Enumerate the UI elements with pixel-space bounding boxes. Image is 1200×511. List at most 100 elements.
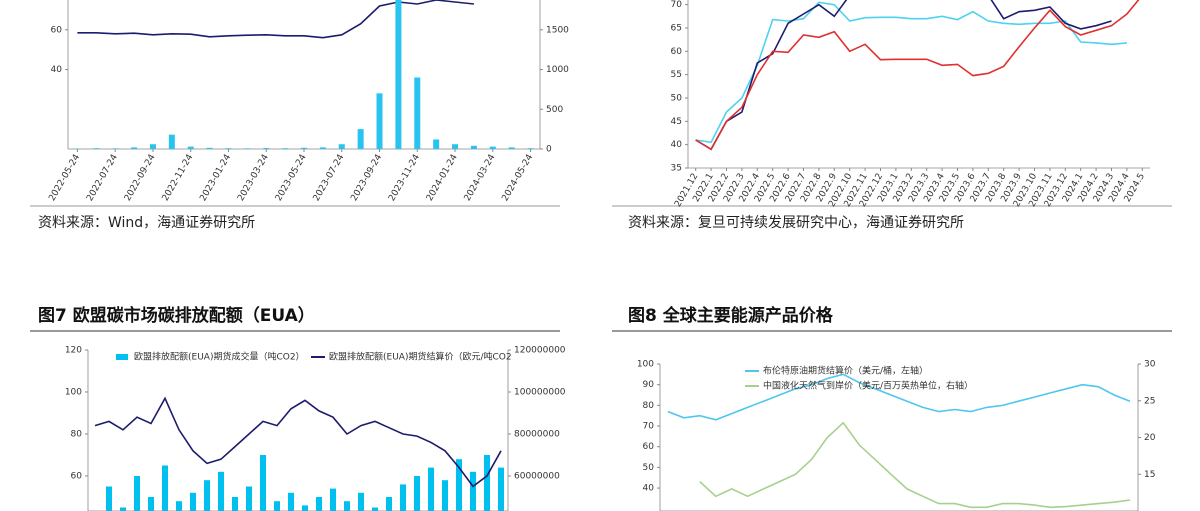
legend-swatch [116,354,128,360]
y-tick-label: 35 [671,164,682,174]
bar [489,146,496,149]
x-tick-label: 2022-05-24 [47,153,82,204]
bar [232,497,238,511]
y2-tick-label: 0 [546,145,552,155]
y2-tick-label: 15 [1144,470,1155,480]
line [667,373,1131,421]
bar [282,148,289,149]
source-note: 资料来源：Wind，海通证券研究所 [38,215,255,231]
bar [484,455,490,511]
bar [134,476,140,511]
bar [498,467,504,511]
y-tick-label: 65 [671,24,682,34]
bar [148,497,154,511]
line [699,421,1131,509]
y-tick-label: 70 [643,422,655,432]
plot [667,373,1131,509]
x-tick-label: 2024-05-24 [501,153,536,204]
x-tick-label: 2023-07-24 [312,153,347,204]
x-tick-label: 2023-03-24 [236,153,271,204]
bar [456,459,462,511]
bar [288,492,294,511]
bar [260,455,266,511]
bar [131,147,138,149]
bar [120,507,126,511]
bar [246,486,252,511]
legend-label: 中国液化天然气到岸价（美元/百万英热单位，右轴） [763,380,973,392]
y-tick-label: 120 [65,346,82,356]
figure-title: 图8 全球主要能源产品价格 [628,305,834,326]
bar [149,144,156,149]
bar [106,486,112,511]
bar [302,505,308,511]
bar [400,484,406,511]
x-tick-label: 2024-03-24 [463,153,498,204]
y2-tick-label: 1000 [546,65,569,75]
y-tick-label: 80 [71,429,83,439]
y2-tick-label: 25 [1144,396,1155,406]
figure-title: 图7 欧盟碳市场碳排放配额（EUA） [38,305,315,326]
x-tick-label: 2023-11-24 [387,153,422,204]
bar [338,144,345,149]
line [695,0,1112,151]
x-tick-label: 2022-09-24 [123,153,158,204]
plot [74,0,534,149]
y-tick-label: 60 [71,471,83,481]
plot [94,396,504,511]
bar [527,148,534,149]
line [695,0,1140,151]
bar [112,148,119,149]
bar [190,492,196,511]
bar [358,492,364,511]
y-tick-label: 60 [643,442,655,452]
bar [414,77,421,149]
plot [695,0,1140,151]
bar [93,148,100,149]
bar [319,147,326,149]
x-tick-label: 2023-05-24 [274,153,309,204]
bar [168,134,175,149]
y-tick-label: 80 [643,401,655,411]
x-tick-label: 2023-09-24 [349,153,384,204]
bar [204,480,210,511]
y-tick-label: 60 [671,47,683,57]
x-tick-label: 2024-01-24 [425,153,460,204]
bar [372,507,378,511]
y-tick-label: 90 [643,380,655,390]
bar [206,147,213,149]
y-tick-label: 50 [643,463,655,473]
bar [187,146,194,149]
bar [330,488,336,511]
bar [386,497,392,511]
bar [452,144,459,149]
y-tick-label: 40 [51,65,63,75]
x-tick-label: 2023-01-24 [198,153,233,204]
y-tick-label: 50 [671,94,683,104]
y2-tick-label: 1500 [546,25,569,35]
x-tick-label: 2022-07-24 [85,153,120,204]
y-tick-label: 100 [637,360,654,370]
y-tick-label: 60 [51,25,63,35]
y2-tick-label: 60000000 [514,472,560,482]
bar [433,139,440,149]
legend-label: 布伦特原油期货结算价（美元/桶，左轴） [763,365,928,377]
bar [344,501,350,511]
x-tick-label: 2022-11-24 [161,153,196,204]
bar [225,148,232,149]
source-note: 资料来源：复旦可持续发展研究中心，海通证券研究所 [628,214,964,231]
bar [414,476,420,511]
bar [357,129,364,149]
bar [218,471,224,511]
y2-tick-label: 30 [1144,360,1156,370]
bar [470,145,477,149]
bar [301,147,307,149]
bar [395,0,402,149]
bar [176,501,182,511]
bar [428,467,434,511]
y2-tick-label: 20 [1144,433,1156,443]
y-tick-label: 45 [671,117,682,127]
bar [162,465,168,511]
y2-tick-label: 500 [546,105,563,115]
line [94,396,502,488]
